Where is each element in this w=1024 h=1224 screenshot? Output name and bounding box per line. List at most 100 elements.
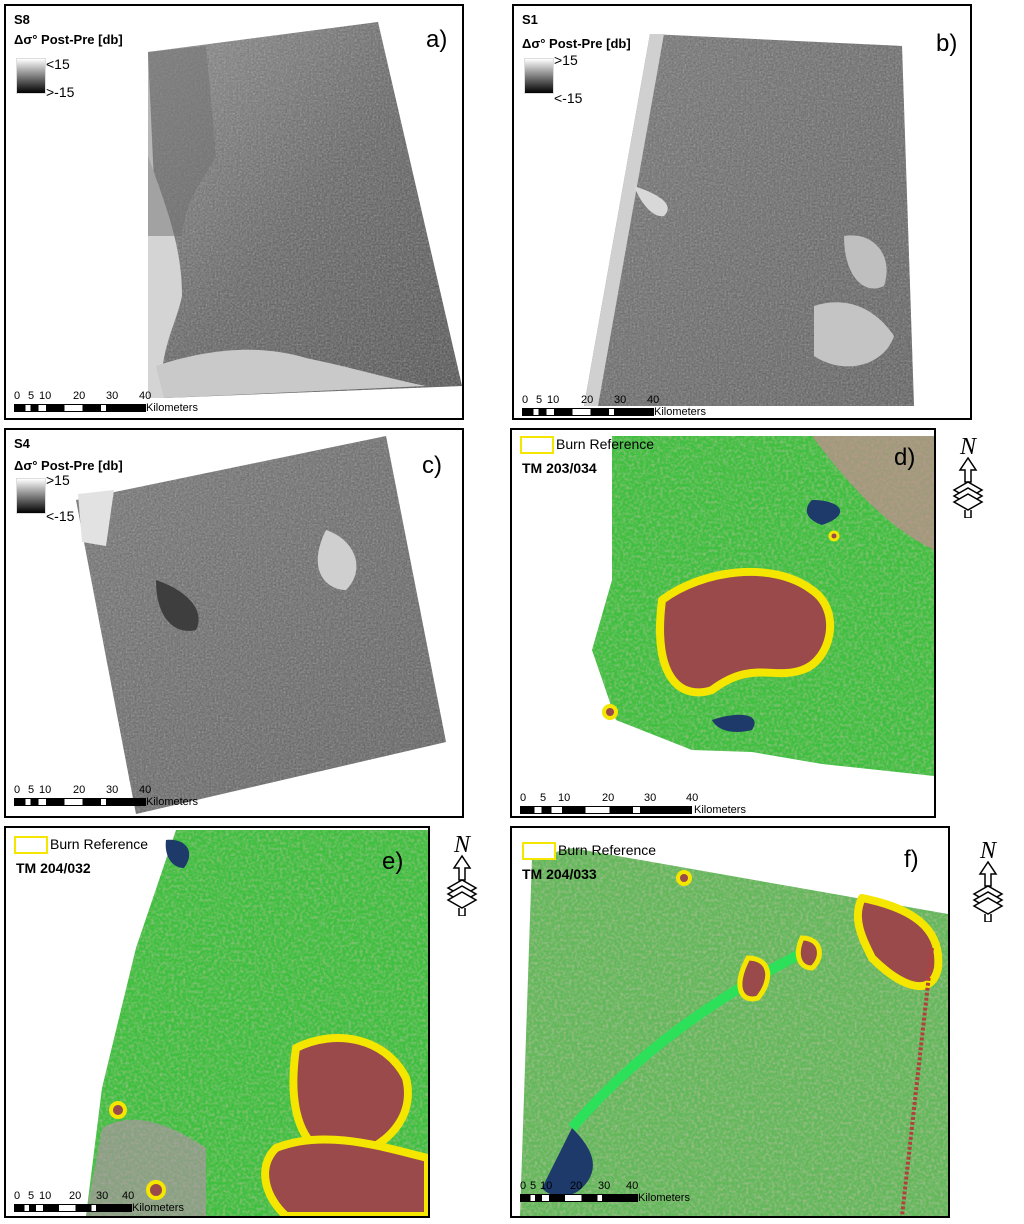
scale-tick: 20 bbox=[73, 390, 86, 402]
legend-title: Δσ° Post-Pre [db] bbox=[14, 458, 123, 473]
burn-legend-label: Burn Reference bbox=[556, 436, 655, 452]
sar-map-s8 bbox=[148, 22, 462, 398]
ramp-high-label: >15 bbox=[554, 52, 578, 68]
scale-unit: Kilometers bbox=[132, 1202, 184, 1214]
scale-tick: 10 bbox=[39, 390, 52, 402]
scale-tick: 30 bbox=[614, 394, 627, 406]
sar-map-s1 bbox=[584, 34, 914, 406]
panel-letter: f) bbox=[904, 846, 919, 873]
scale-unit: Kilometers bbox=[694, 804, 746, 816]
panel-letter: d) bbox=[894, 444, 916, 471]
panel-letter: e) bbox=[382, 848, 404, 875]
scale-bar: 0 5 10 20 30 40 Kilometers bbox=[520, 394, 730, 418]
ramp-low-label: >-15 bbox=[46, 84, 75, 100]
scale-tick: 10 bbox=[39, 1190, 52, 1202]
scale-tick: 10 bbox=[558, 792, 571, 804]
scale-tick: 0 bbox=[522, 394, 529, 406]
sensor-label: S8 bbox=[14, 12, 30, 27]
scale-tick: 40 bbox=[686, 792, 699, 804]
sensor-label: S1 bbox=[522, 12, 538, 27]
scale-tick: 10 bbox=[39, 784, 52, 796]
scale-tick: 5 bbox=[536, 394, 543, 406]
scale-bar: 0 5 10 20 30 40 Kilometers bbox=[12, 390, 222, 418]
scale-bar: 0 5 10 20 30 40 Kilometers bbox=[518, 1180, 728, 1210]
ramp-low-label: <-15 bbox=[554, 90, 583, 106]
scale-tick: 0 bbox=[520, 792, 527, 804]
panel-a: S8 Δσ° Post-Pre [db] <15 >-15 a) 0 5 10 … bbox=[4, 4, 464, 420]
legend-title: Δσ° Post-Pre [db] bbox=[522, 36, 631, 51]
scale-bar-graphic bbox=[14, 404, 146, 412]
color-ramp bbox=[524, 58, 554, 94]
scale-bar: 0 5 10 20 30 40 Kilometers bbox=[12, 784, 222, 814]
scale-bar-graphic bbox=[522, 408, 654, 416]
sensor-label: S4 bbox=[14, 436, 30, 451]
scale-tick: 40 bbox=[139, 390, 152, 402]
sar-map-s4 bbox=[76, 436, 446, 814]
ramp-low-label: <-15 bbox=[46, 508, 75, 524]
scale-tick: 5 bbox=[28, 390, 35, 402]
scale-tick: 5 bbox=[28, 784, 35, 796]
scene-label: TM 204/032 bbox=[16, 860, 91, 876]
scale-tick: 40 bbox=[647, 394, 660, 406]
scale-unit: Kilometers bbox=[654, 406, 706, 418]
panel-f: Burn Reference TM 204/033 f) 0 5 10 20 3… bbox=[510, 826, 950, 1218]
scale-tick: 20 bbox=[570, 1180, 583, 1192]
north-arrow-icon: N bbox=[446, 832, 478, 916]
north-arrow-icon: N bbox=[952, 434, 984, 518]
scale-tick: 0 bbox=[14, 1190, 21, 1202]
north-label: N bbox=[959, 434, 978, 460]
scale-tick: 20 bbox=[69, 1190, 82, 1202]
scene-label: TM 204/033 bbox=[522, 866, 597, 882]
scale-tick: 0 bbox=[14, 390, 21, 402]
burn-legend-swatch bbox=[522, 842, 556, 860]
optical-map-tm-204-032 bbox=[86, 830, 428, 1216]
scale-tick: 10 bbox=[540, 1180, 553, 1192]
scale-tick: 30 bbox=[644, 792, 657, 804]
optical-map-tm-204-033 bbox=[520, 848, 948, 1216]
panel-e: Burn Reference TM 204/032 e) 0 5 10 20 3… bbox=[4, 826, 430, 1218]
scale-tick: 30 bbox=[106, 784, 119, 796]
scale-unit: Kilometers bbox=[146, 402, 198, 414]
burn-legend-label: Burn Reference bbox=[558, 842, 657, 858]
burn-legend-label: Burn Reference bbox=[50, 836, 149, 852]
north-arrow-icon: N bbox=[972, 838, 1004, 922]
scale-unit: Kilometers bbox=[638, 1192, 690, 1204]
scene-label: TM 203/034 bbox=[522, 460, 597, 476]
scale-tick: 30 bbox=[598, 1180, 611, 1192]
north-label: N bbox=[453, 832, 472, 858]
ramp-high-label: >15 bbox=[46, 472, 70, 488]
north-label: N bbox=[979, 838, 998, 864]
scale-tick: 40 bbox=[626, 1180, 639, 1192]
scale-tick: 5 bbox=[530, 1180, 537, 1192]
scale-tick: 40 bbox=[139, 784, 152, 796]
panel-b: S1 Δσ° Post-Pre [db] >15 <-15 b) 0 5 10 … bbox=[512, 4, 972, 420]
scale-bar: 0 5 10 20 30 40 Kilometers bbox=[12, 1190, 222, 1216]
scale-tick: 0 bbox=[520, 1180, 527, 1192]
panel-c: S4 Δσ° Post-Pre [db] >15 <-15 c) 0 5 10 … bbox=[4, 428, 464, 818]
scale-bar-graphic bbox=[14, 1204, 132, 1212]
panel-letter: a) bbox=[426, 26, 448, 53]
scale-tick: 20 bbox=[581, 394, 594, 406]
ramp-high-label: <15 bbox=[46, 56, 70, 72]
scale-bar: 0 5 10 20 30 40 Kilometers bbox=[518, 792, 748, 816]
scale-tick: 5 bbox=[540, 792, 547, 804]
scale-bar-graphic bbox=[520, 806, 692, 814]
scale-tick: 30 bbox=[96, 1190, 109, 1202]
panel-letter: c) bbox=[422, 452, 442, 479]
color-ramp bbox=[16, 58, 46, 94]
scale-tick: 20 bbox=[73, 784, 86, 796]
scale-tick: 20 bbox=[602, 792, 615, 804]
legend-title: Δσ° Post-Pre [db] bbox=[14, 32, 123, 47]
scale-unit: Kilometers bbox=[146, 796, 198, 808]
color-ramp bbox=[16, 478, 46, 514]
burn-legend-swatch bbox=[520, 436, 554, 454]
panel-letter: b) bbox=[936, 30, 958, 57]
panel-d: Burn Reference TM 203/034 d) 0 5 10 20 3… bbox=[510, 428, 936, 818]
scale-tick: 30 bbox=[106, 390, 119, 402]
scale-tick: 5 bbox=[28, 1190, 35, 1202]
scale-tick: 0 bbox=[14, 784, 21, 796]
scale-bar-graphic bbox=[14, 798, 146, 806]
burn-legend-swatch bbox=[14, 836, 48, 854]
scale-bar-graphic bbox=[520, 1194, 638, 1202]
scale-tick: 10 bbox=[547, 394, 560, 406]
